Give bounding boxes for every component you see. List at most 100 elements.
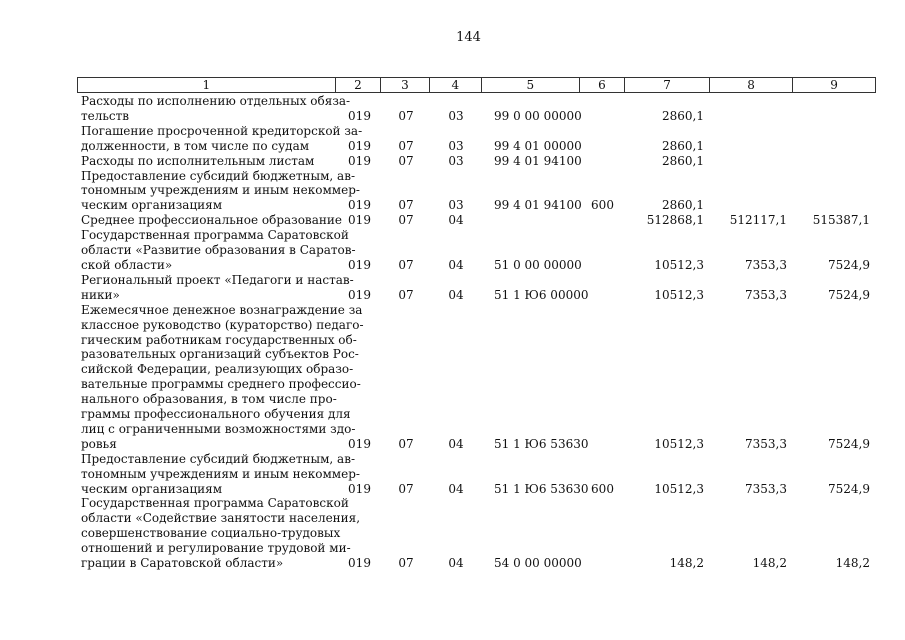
description-line: Среднее профессиональное образование xyxy=(81,213,342,228)
subsection-code: 04 xyxy=(448,436,464,451)
description-line: ской области» xyxy=(81,257,173,272)
page-number: 144 xyxy=(456,30,481,45)
ministry-code: 019 xyxy=(348,556,371,571)
amount-year-2: 148,2 xyxy=(752,556,787,571)
description-line: тономным учреждениям и иным некоммер- xyxy=(81,466,360,481)
section-code: 07 xyxy=(398,108,414,123)
target-article-code: 54 0 00 00000 xyxy=(494,556,582,571)
subsection-code: 04 xyxy=(448,481,464,496)
amount-year-3: 7524,9 xyxy=(828,257,870,272)
ministry-code: 019 xyxy=(348,257,371,272)
description-line: сийской Федерации, реализующих образо- xyxy=(81,362,354,377)
description-line: долженности, в том числе по судам xyxy=(81,138,310,153)
subsection-code: 04 xyxy=(448,287,464,302)
description-line: области «Развитие образования в Саратов- xyxy=(81,243,356,258)
amount-year-1: 2860,1 xyxy=(662,153,704,168)
target-article-code: 51 1 Ю6 53630 xyxy=(494,481,589,496)
header-col-4: 4 xyxy=(428,78,481,92)
description-line: вательные программы среднего профессио- xyxy=(81,377,361,392)
section-code: 07 xyxy=(398,138,414,153)
expense-type-code: 600 xyxy=(591,198,614,213)
subsection-code: 03 xyxy=(448,153,464,168)
amount-year-2: 7353,3 xyxy=(745,287,787,302)
description-line: грации в Саратовской области» xyxy=(81,556,284,571)
amount-year-1: 2860,1 xyxy=(662,108,704,123)
description-line: области «Содействие занятости населения, xyxy=(81,511,361,526)
description-line: ровья xyxy=(81,436,117,451)
row-description: Предоставление субсидий бюджетным, ав-то… xyxy=(77,452,360,497)
amount-year-1: 10512,3 xyxy=(654,287,704,302)
table-row: Предоставление субсидий бюджетным, ав-то… xyxy=(77,169,876,214)
ministry-code: 019 xyxy=(348,153,371,168)
description-line: гическим работникам государственных об- xyxy=(81,332,357,347)
table-row: Расходы по исполнительным листам 019 07 03 9… xyxy=(77,154,876,169)
amount-year-1: 512868,1 xyxy=(646,213,704,228)
section-code: 07 xyxy=(398,213,414,228)
section-code: 07 xyxy=(398,481,414,496)
description-line: Региональный проект «Педагоги и настав- xyxy=(81,272,354,287)
table-row: Расходы по исполнению отдельных обяза-те… xyxy=(77,94,876,124)
subsection-code: 04 xyxy=(448,213,464,228)
header-col-9: 9 xyxy=(792,78,875,92)
table-row: Ежемесячное денежное вознаграждение за кл… xyxy=(77,303,876,452)
subsection-code: 03 xyxy=(448,198,464,213)
row-description: Ежемесячное денежное вознаграждение за кл… xyxy=(77,303,364,452)
description-line: ческим организациям xyxy=(81,198,223,213)
target-article-code: 99 4 01 94100 xyxy=(494,153,582,168)
subsection-code: 04 xyxy=(448,257,464,272)
ministry-code: 019 xyxy=(348,436,371,451)
ministry-code: 019 xyxy=(348,138,371,153)
section-code: 07 xyxy=(398,287,414,302)
description-line: лиц с ограниченными возможностями здо- xyxy=(81,421,356,436)
amount-year-3: 7524,9 xyxy=(828,436,870,451)
amount-year-2: 512117,1 xyxy=(729,213,787,228)
section-code: 07 xyxy=(398,153,414,168)
amount-year-1: 2860,1 xyxy=(662,198,704,213)
description-line: классное руководство (кураторство) педаг… xyxy=(81,317,364,332)
section-code: 07 xyxy=(398,436,414,451)
row-description: Расходы по исполнению отдельных обяза-те… xyxy=(77,94,350,124)
description-line: Погашение просроченной кредиторской за- xyxy=(81,123,363,138)
table-row: Региональный проект «Педагоги и настав-н… xyxy=(77,273,876,303)
amount-year-2: 7353,3 xyxy=(745,481,787,496)
header-col-7: 7 xyxy=(624,78,709,92)
table-header: 1 2 3 4 5 6 7 8 9 xyxy=(77,77,876,93)
description-line: ники» xyxy=(81,287,120,302)
table-row: Государственная программа Саратовской обл… xyxy=(77,496,876,571)
row-description: Предоставление субсидий бюджетным, ав-то… xyxy=(77,169,360,214)
target-article-code: 51 1 Ю6 00000 xyxy=(494,287,589,302)
target-article-code: 99 0 00 00000 xyxy=(494,108,582,123)
amount-year-1: 148,2 xyxy=(669,556,704,571)
description-line: Расходы по исполнительным листам xyxy=(81,153,315,168)
target-article-code: 99 4 01 00000 xyxy=(494,138,582,153)
description-line: тономным учреждениям и иным некоммер- xyxy=(81,183,360,198)
header-col-1: 1 xyxy=(202,78,211,92)
amount-year-1: 10512,3 xyxy=(654,481,704,496)
amount-year-3: 7524,9 xyxy=(828,481,870,496)
row-description: Среднее профессиональное образование xyxy=(77,213,342,228)
header-col-6: 6 xyxy=(578,78,624,92)
ministry-code: 019 xyxy=(348,287,371,302)
ministry-code: 019 xyxy=(348,198,371,213)
description-line: разовательных организаций субъектов Рос- xyxy=(81,347,359,362)
ministry-code: 019 xyxy=(348,213,371,228)
row-description: Погашение просроченной кредиторской за-д… xyxy=(77,123,363,154)
expense-type-code: 600 xyxy=(591,481,614,496)
table-row: Погашение просроченной кредиторской за-д… xyxy=(77,124,876,154)
amount-year-1: 2860,1 xyxy=(662,138,704,153)
table-row: Предоставление субсидий бюджетным, ав-то… xyxy=(77,452,876,497)
amount-year-2: 7353,3 xyxy=(745,257,787,272)
description-line: граммы профессионального обучения для xyxy=(81,407,351,422)
table-row: Среднее профессиональное образование 019 0… xyxy=(77,213,876,228)
target-article-code: 51 1 Ю6 53630 xyxy=(494,436,589,451)
description-line: Государственная программа Саратовской xyxy=(81,496,349,511)
row-description: Расходы по исполнительным листам xyxy=(77,154,337,169)
header-col-8: 8 xyxy=(709,78,792,92)
amount-year-3: 148,2 xyxy=(835,556,870,571)
target-article-code: 51 0 00 00000 xyxy=(494,257,582,272)
subsection-code: 03 xyxy=(448,108,464,123)
amount-year-1: 10512,3 xyxy=(654,436,704,451)
amount-year-2: 7353,3 xyxy=(745,436,787,451)
description-line: Государственная программа Саратовской xyxy=(81,228,349,243)
table-body: Расходы по исполнению отдельных обяза-те… xyxy=(77,93,876,571)
